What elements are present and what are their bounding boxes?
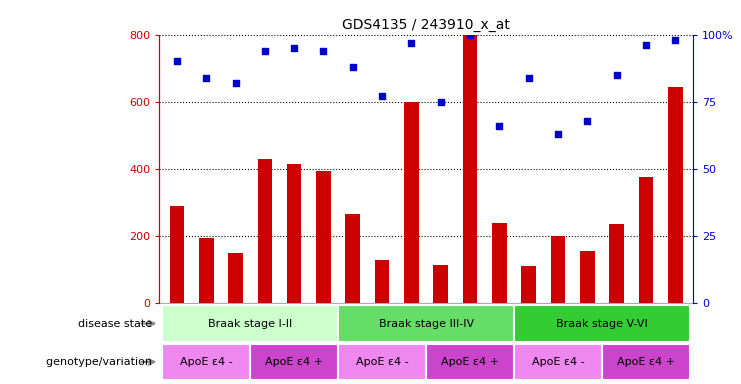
Bar — [162, 305, 338, 342]
Point — [318, 48, 330, 54]
Point — [171, 58, 183, 65]
Bar — [609, 224, 624, 303]
Bar — [668, 87, 682, 303]
Point — [611, 72, 622, 78]
Point — [347, 64, 359, 70]
Bar — [228, 253, 243, 303]
Bar — [514, 305, 690, 342]
Point — [464, 31, 476, 38]
Bar — [316, 170, 330, 303]
Bar — [433, 265, 448, 303]
Bar — [287, 164, 302, 303]
Text: ApoE ε4 -: ApoE ε4 - — [180, 357, 233, 367]
Point — [494, 123, 505, 129]
Title: GDS4135 / 243910_x_at: GDS4135 / 243910_x_at — [342, 18, 510, 32]
Text: ApoE ε4 -: ApoE ε4 - — [532, 357, 585, 367]
Point — [640, 42, 652, 48]
Text: ApoE ε4 -: ApoE ε4 - — [356, 357, 408, 367]
Point — [435, 99, 447, 105]
Point — [288, 45, 300, 51]
Bar — [345, 214, 360, 303]
Bar — [375, 260, 390, 303]
Point — [200, 74, 212, 81]
Bar — [258, 159, 272, 303]
Bar — [492, 223, 507, 303]
Bar — [199, 238, 213, 303]
Text: Braak stage III-IV: Braak stage III-IV — [379, 318, 473, 329]
Text: ApoE ε4 +: ApoE ε4 + — [265, 357, 323, 367]
Bar — [551, 236, 565, 303]
Point — [669, 37, 681, 43]
Bar — [580, 251, 594, 303]
Bar — [522, 266, 536, 303]
Bar — [162, 344, 250, 380]
Point — [376, 93, 388, 99]
Bar — [514, 344, 602, 380]
Bar — [338, 344, 426, 380]
Bar — [404, 102, 419, 303]
Bar — [338, 305, 514, 342]
Text: disease state: disease state — [78, 318, 156, 329]
Point — [230, 80, 242, 86]
Bar — [639, 177, 654, 303]
Point — [582, 118, 594, 124]
Point — [522, 74, 534, 81]
Bar — [250, 344, 338, 380]
Text: ApoE ε4 +: ApoE ε4 + — [617, 357, 675, 367]
Point — [259, 48, 270, 54]
Point — [552, 131, 564, 137]
Bar — [170, 206, 185, 303]
Text: genotype/variation: genotype/variation — [46, 357, 156, 367]
Bar — [602, 344, 690, 380]
Text: Braak stage I-II: Braak stage I-II — [208, 318, 292, 329]
Bar — [426, 344, 514, 380]
Bar — [462, 35, 477, 303]
Text: ApoE ε4 +: ApoE ε4 + — [441, 357, 499, 367]
Text: Braak stage V-VI: Braak stage V-VI — [556, 318, 648, 329]
Point — [405, 40, 417, 46]
